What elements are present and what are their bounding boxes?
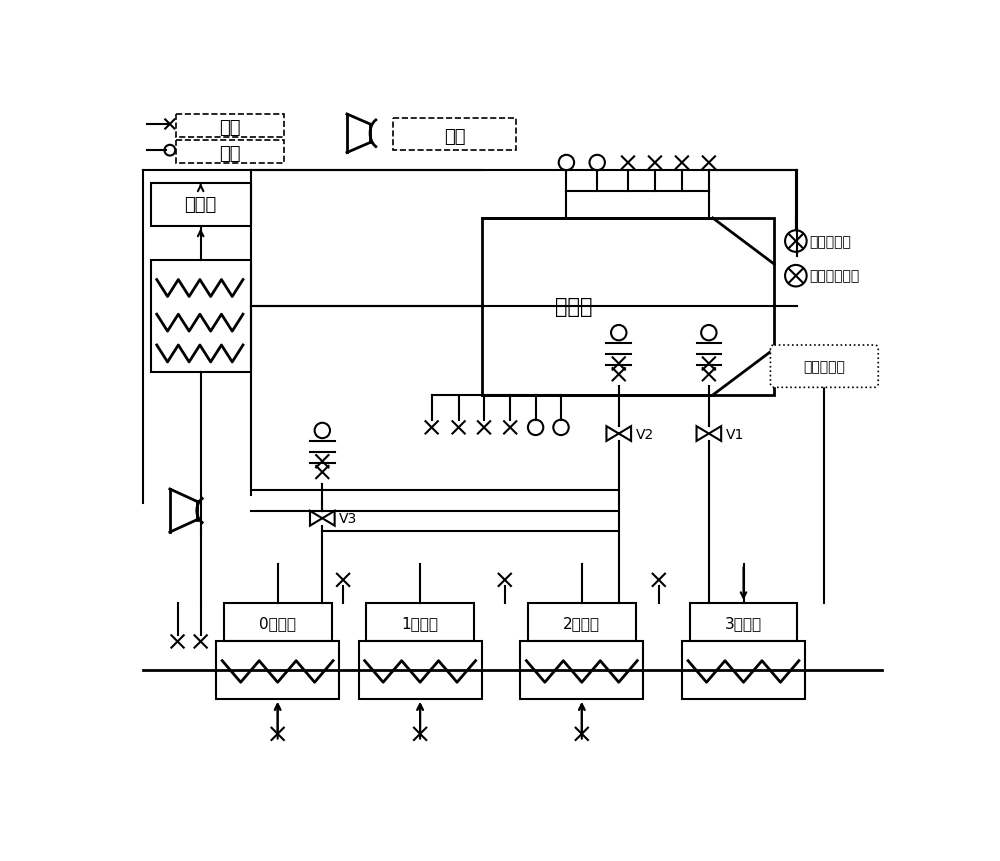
Text: 自动主汽阀: 自动主汽阀: [810, 235, 852, 249]
Text: 流量: 流量: [444, 127, 466, 146]
Bar: [216, 641, 339, 699]
Text: V3: V3: [339, 511, 358, 525]
Bar: [528, 604, 636, 641]
Bar: [359, 641, 482, 699]
Bar: [393, 119, 516, 151]
Text: 温度: 温度: [219, 119, 241, 137]
Text: V1: V1: [726, 427, 744, 441]
Text: 中压缸: 中压缸: [185, 196, 217, 214]
Bar: [482, 219, 774, 395]
Text: 高压调节汽阀: 高压调节汽阀: [810, 269, 860, 283]
Bar: [151, 261, 251, 373]
Text: 0号高加: 0号高加: [259, 615, 296, 630]
Bar: [520, 641, 643, 699]
Text: 2号高加: 2号高加: [563, 615, 600, 630]
Text: 压力: 压力: [219, 146, 241, 163]
Text: 高压缸: 高压缸: [555, 297, 593, 317]
Text: 来自中压缸: 来自中压缸: [803, 360, 845, 375]
FancyBboxPatch shape: [770, 345, 878, 388]
Bar: [682, 641, 805, 699]
Bar: [176, 115, 284, 138]
Bar: [151, 184, 251, 226]
Bar: [176, 141, 284, 164]
Text: V2: V2: [636, 427, 654, 441]
Bar: [224, 604, 332, 641]
Bar: [366, 604, 474, 641]
Text: 1号高加: 1号高加: [402, 615, 439, 630]
Text: 3号高加: 3号高加: [725, 615, 762, 630]
Bar: [690, 604, 797, 641]
